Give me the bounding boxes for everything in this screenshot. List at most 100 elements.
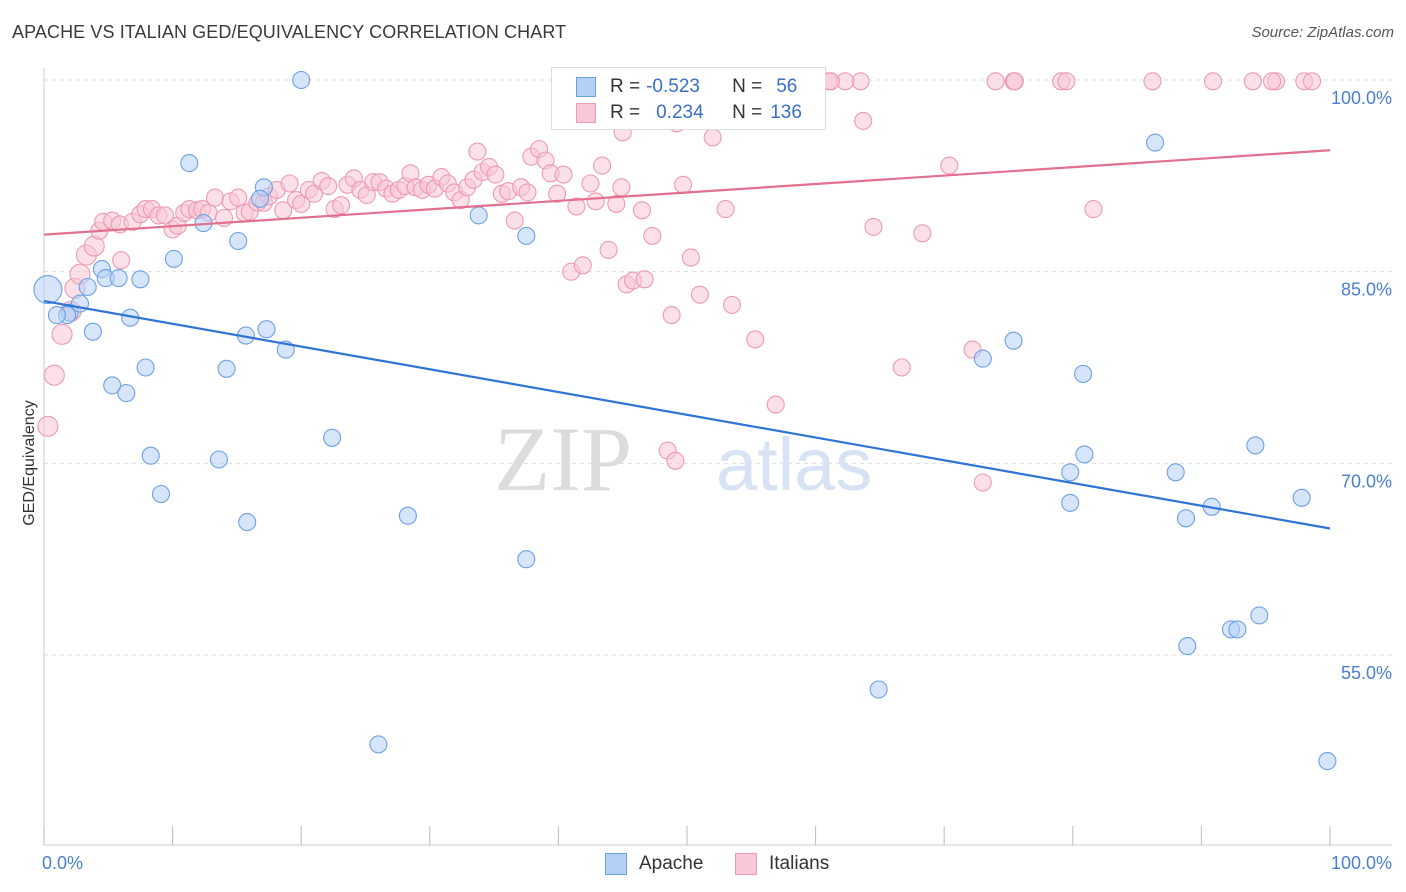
apache-point bbox=[164, 249, 183, 268]
italians-point bbox=[586, 192, 605, 211]
italians-point bbox=[766, 395, 785, 414]
apache-point bbox=[1292, 488, 1311, 507]
apache-point bbox=[517, 226, 536, 245]
italians-point bbox=[1084, 200, 1103, 219]
bottom-legend-label-italians: Italians bbox=[769, 853, 830, 874]
apache-point bbox=[1075, 445, 1094, 464]
italians-point bbox=[581, 174, 600, 193]
italians-point bbox=[674, 175, 693, 194]
italians-point bbox=[703, 128, 722, 147]
apache-point bbox=[47, 306, 66, 325]
apache-point bbox=[469, 206, 488, 225]
apache-point bbox=[238, 513, 257, 532]
apache-point bbox=[78, 277, 97, 297]
apache-point bbox=[1061, 463, 1080, 482]
apache-point bbox=[1246, 436, 1265, 455]
apache-point bbox=[1166, 463, 1185, 482]
italians-point bbox=[37, 415, 59, 437]
italians-point bbox=[864, 217, 883, 236]
apache-point bbox=[1074, 364, 1093, 383]
bottom-legend-apache: Apache bbox=[605, 853, 703, 875]
tick-labels: 55.0% 70.0% 85.0% 100.0% 0.0% 100.0% bbox=[42, 88, 1392, 873]
italians-point bbox=[854, 111, 873, 130]
apache-point bbox=[33, 275, 63, 305]
italians-trend-line bbox=[43, 149, 1331, 236]
legend-n-value: 136 bbox=[770, 102, 802, 123]
apache-point bbox=[1176, 509, 1196, 528]
apache-point bbox=[209, 450, 228, 469]
apache-point bbox=[1250, 606, 1269, 625]
apache-trend-line bbox=[43, 299, 1331, 530]
apache-point bbox=[83, 322, 102, 341]
apache-point bbox=[217, 359, 236, 378]
legend-r-label: R = bbox=[610, 76, 641, 97]
legend-r-value: 0.234 bbox=[656, 102, 704, 123]
apache-point bbox=[250, 189, 270, 208]
legend-swatch-apache bbox=[576, 77, 596, 97]
y-tick-label: 85.0% bbox=[1341, 280, 1392, 300]
apache-point bbox=[973, 349, 992, 368]
italians-point bbox=[722, 295, 742, 314]
x-tick-label: 100.0% bbox=[1331, 853, 1392, 873]
italians-point bbox=[573, 256, 592, 275]
italians-point bbox=[892, 358, 911, 377]
apache-point bbox=[103, 376, 122, 395]
italians-point bbox=[554, 165, 573, 184]
italians-points bbox=[37, 72, 1322, 492]
apache-point bbox=[1318, 752, 1337, 771]
italians-point bbox=[635, 270, 654, 289]
apache-point bbox=[1178, 637, 1197, 656]
italians-point bbox=[643, 226, 662, 245]
apache-point bbox=[869, 680, 888, 699]
italians-point bbox=[612, 178, 631, 197]
italians-point bbox=[155, 206, 174, 225]
italians-point bbox=[746, 330, 765, 349]
apache-point bbox=[151, 484, 171, 504]
legend-r-value: -0.523 bbox=[646, 76, 700, 97]
legend-row-apache: R = -0.523 N = 56 bbox=[576, 74, 797, 100]
italians-point bbox=[319, 177, 338, 196]
italians-point bbox=[986, 72, 1005, 91]
axes bbox=[43, 68, 1392, 846]
legend-r-label: R = bbox=[610, 102, 641, 123]
italians-point bbox=[1263, 72, 1282, 91]
legend-box: R = -0.523 N = 56 R = 0.234 N = 136 bbox=[551, 67, 826, 130]
watermark-zip: ZIP bbox=[494, 408, 632, 510]
italians-point bbox=[51, 323, 73, 345]
apache-point bbox=[109, 269, 128, 288]
italians-point bbox=[1005, 72, 1024, 91]
apache-point bbox=[398, 506, 417, 525]
bottom-legend-swatch-italians bbox=[735, 853, 757, 875]
apache-point bbox=[229, 231, 248, 251]
italians-point bbox=[567, 197, 586, 216]
apache-points bbox=[33, 70, 1337, 771]
italians-point bbox=[607, 194, 626, 213]
apache-point bbox=[180, 154, 199, 173]
legend-n-value: 56 bbox=[776, 76, 798, 97]
legend-n-label: N = bbox=[732, 76, 763, 97]
legend-row-italians: R = 0.234 N = 136 bbox=[576, 100, 802, 126]
italians-point bbox=[280, 174, 299, 193]
italians-point bbox=[205, 188, 225, 207]
italians-point bbox=[851, 72, 870, 91]
italians-point bbox=[1243, 72, 1262, 91]
italians-point bbox=[973, 473, 992, 492]
italians-point bbox=[1143, 72, 1162, 91]
italians-point bbox=[292, 194, 311, 213]
italians-point bbox=[548, 184, 567, 203]
italians-point bbox=[112, 251, 131, 270]
italians-point bbox=[690, 285, 709, 304]
apache-point bbox=[292, 70, 311, 90]
bottom-legend: Apache Italians bbox=[0, 853, 1406, 877]
apache-point bbox=[257, 320, 276, 339]
italians-point bbox=[632, 201, 652, 220]
legend-n-label: N = bbox=[732, 102, 763, 123]
italians-point bbox=[1057, 72, 1076, 91]
y-tick-label: 70.0% bbox=[1341, 471, 1392, 491]
bottom-legend-label-apache: Apache bbox=[639, 853, 704, 874]
apache-point bbox=[136, 358, 155, 377]
apache-point bbox=[1004, 331, 1023, 350]
italians-point bbox=[681, 248, 700, 267]
apache-point bbox=[517, 550, 536, 569]
